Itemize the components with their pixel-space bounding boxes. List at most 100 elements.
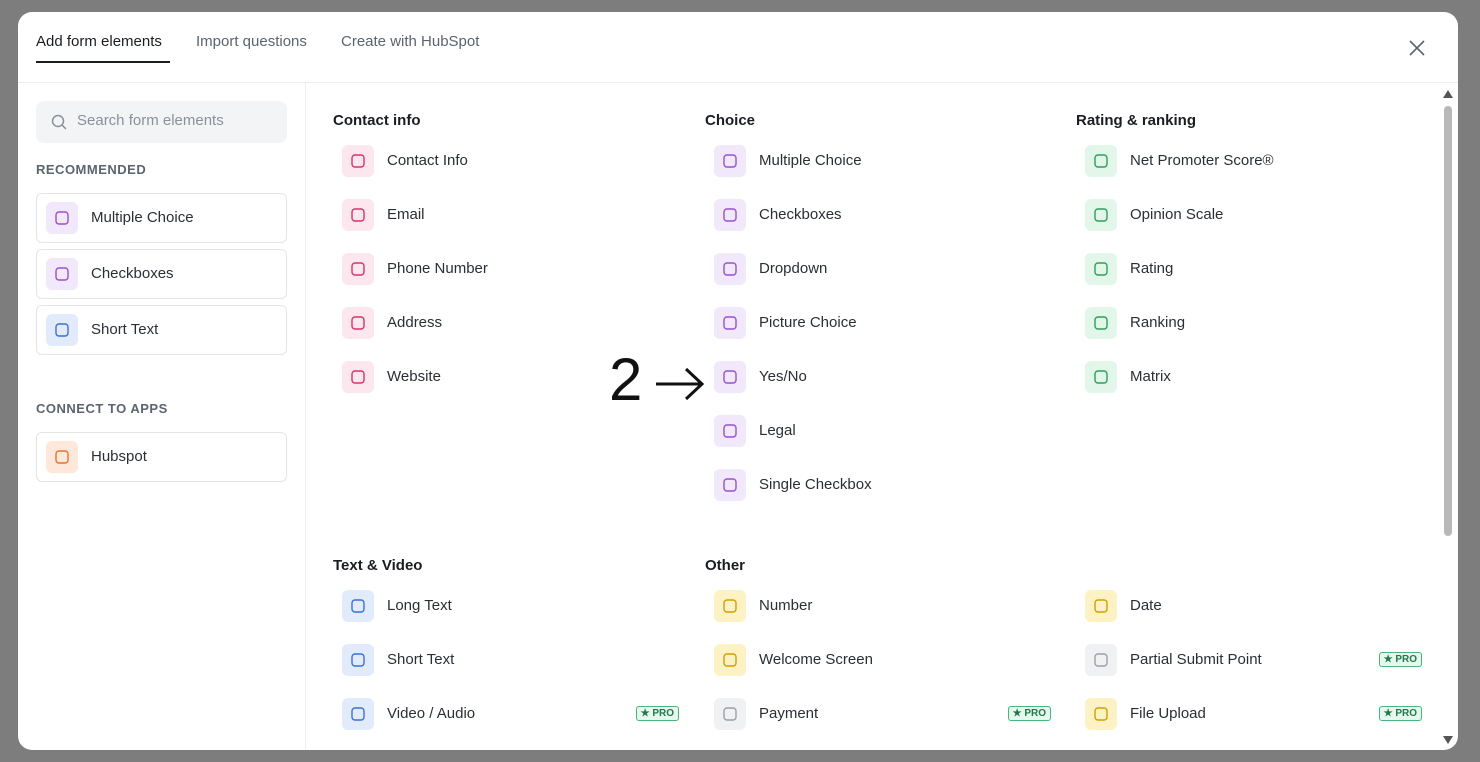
- element-item[interactable]: Multiple Choice: [705, 145, 1051, 177]
- group-title: Choice: [705, 112, 756, 129]
- scrollbar[interactable]: [1444, 106, 1452, 536]
- element-label: Rating: [1130, 260, 1174, 277]
- element-card[interactable]: Hubspot: [36, 432, 287, 482]
- element-label: Payment: [759, 705, 819, 722]
- element-item[interactable]: Checkboxes: [705, 199, 1051, 231]
- icon-glyph: [1094, 262, 1108, 276]
- element-item[interactable]: Phone Number: [333, 253, 679, 285]
- icon: [714, 307, 746, 339]
- icon-glyph: [1094, 599, 1108, 613]
- element-item[interactable]: Partial Submit Point ★ PRO: [1076, 644, 1422, 676]
- element-item[interactable]: Number: [705, 590, 1051, 622]
- element-item[interactable]: Website: [333, 361, 679, 393]
- element-item[interactable]: Matrix: [1076, 361, 1422, 393]
- element-label: Picture Choice: [759, 314, 857, 331]
- icon: [342, 307, 374, 339]
- element-label: Partial Submit Point: [1130, 651, 1262, 668]
- icon-glyph: [351, 653, 365, 667]
- group-title: Text & Video: [333, 557, 423, 574]
- element-item[interactable]: Contact Info: [333, 145, 679, 177]
- icon-glyph: [1094, 653, 1108, 667]
- element-label: Opinion Scale: [1130, 206, 1224, 223]
- element-label: Legal: [759, 422, 796, 439]
- icon-glyph: [1094, 370, 1108, 384]
- icon: [1085, 644, 1117, 676]
- element-label: Video / Audio: [387, 705, 476, 722]
- icon: [714, 415, 746, 447]
- icon-glyph: [723, 478, 737, 492]
- icon-glyph: [723, 154, 737, 168]
- icon: [342, 145, 374, 177]
- element-label: Number: [759, 597, 813, 614]
- icon-glyph: [351, 316, 365, 330]
- modal: Add form elements Import questions Create …: [18, 12, 1458, 750]
- element-item[interactable]: Short Text: [333, 644, 679, 676]
- element-item[interactable]: Ranking: [1076, 307, 1422, 339]
- section-title: CONNECT TO APPS: [36, 401, 168, 416]
- element-card[interactable]: Multiple Choice: [36, 193, 287, 243]
- icon-glyph: [723, 316, 737, 330]
- element-item[interactable]: Address: [333, 307, 679, 339]
- icon: [46, 202, 78, 234]
- element-item[interactable]: Legal: [705, 415, 1051, 447]
- element-item[interactable]: Single Checkbox: [705, 469, 1051, 501]
- element-item[interactable]: Opinion Scale: [1076, 199, 1422, 231]
- element-label: Single Checkbox: [759, 476, 872, 493]
- icon: [342, 361, 374, 393]
- pro-badge: ★ PRO: [1378, 652, 1422, 667]
- element-item[interactable]: Long Text: [333, 590, 679, 622]
- element-label: Short Text: [387, 651, 455, 668]
- tab[interactable]: Create with HubSpot: [341, 33, 480, 50]
- annotation: 2: [609, 346, 643, 413]
- pro-badge: ★ PRO: [635, 706, 679, 721]
- icon: [1085, 361, 1117, 393]
- icon-glyph: [723, 370, 737, 384]
- divider: [18, 82, 1458, 83]
- element-item[interactable]: Dropdown: [705, 253, 1051, 285]
- element-label: Email: [387, 206, 425, 223]
- element-item[interactable]: Welcome Screen: [705, 644, 1051, 676]
- icon-glyph: [351, 154, 365, 168]
- icon-glyph: [723, 599, 737, 613]
- icon: [1085, 145, 1117, 177]
- scroll-down[interactable]: [1442, 734, 1454, 746]
- scroll-up[interactable]: [1442, 88, 1454, 100]
- tab[interactable]: Import questions: [196, 33, 307, 50]
- element-item[interactable]: Picture Choice: [705, 307, 1051, 339]
- element-item[interactable]: Date: [1076, 590, 1422, 622]
- icon: [714, 199, 746, 231]
- icon-glyph: [723, 208, 737, 222]
- element-label: Net Promoter Score®: [1130, 152, 1274, 169]
- icon-glyph: [55, 211, 69, 225]
- icon-glyph: [351, 370, 365, 384]
- icon: [342, 590, 374, 622]
- element-label: Welcome Screen: [759, 651, 873, 668]
- element-card[interactable]: Checkboxes: [36, 249, 287, 299]
- element-label: Yes/No: [759, 368, 807, 385]
- element-item[interactable]: Video / Audio ★ PRO: [333, 698, 679, 730]
- pro-badge: ★ PRO: [1007, 706, 1051, 721]
- icon-glyph: [1094, 316, 1108, 330]
- icon: [1085, 590, 1117, 622]
- element-item[interactable]: Net Promoter Score®: [1076, 145, 1422, 177]
- annotation-arrow: [656, 367, 705, 401]
- close-button[interactable]: [1409, 40, 1425, 56]
- search-box[interactable]: Search form elements: [36, 101, 287, 143]
- icon: [714, 469, 746, 501]
- element-item[interactable]: Rating: [1076, 253, 1422, 285]
- element-item[interactable]: Payment ★ PRO: [705, 698, 1051, 730]
- icon: [714, 698, 746, 730]
- element-card[interactable]: Short Text: [36, 305, 287, 355]
- element-item[interactable]: Yes/No: [705, 361, 1051, 393]
- icon-glyph: [723, 262, 737, 276]
- element-label: Multiple Choice: [759, 152, 862, 169]
- icon: [1085, 307, 1117, 339]
- icon: [342, 698, 374, 730]
- element-label: Hubspot: [91, 448, 147, 465]
- tab[interactable]: Add form elements: [36, 33, 162, 50]
- icon-glyph: [351, 262, 365, 276]
- element-label: Long Text: [387, 597, 452, 614]
- element-item[interactable]: Email: [333, 199, 679, 231]
- element-item[interactable]: File Upload ★ PRO: [1076, 698, 1422, 730]
- element-label: Date: [1130, 597, 1162, 614]
